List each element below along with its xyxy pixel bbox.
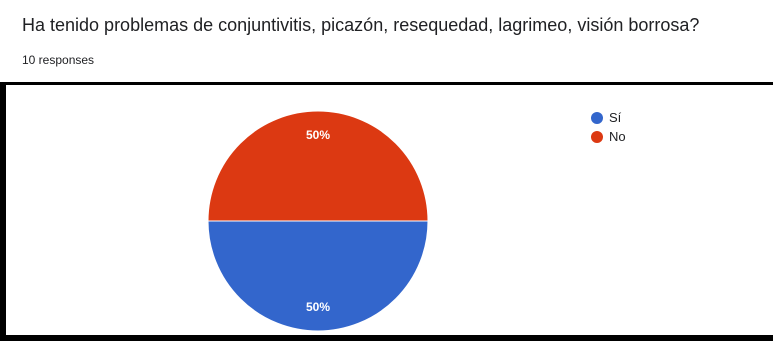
bottom-border bbox=[0, 335, 773, 341]
responses-count: 10 responses bbox=[22, 53, 95, 67]
question-header: Ha tenido problemas de conjuntivitis, pi… bbox=[0, 0, 773, 82]
legend-swatch-si bbox=[591, 111, 603, 124]
legend-swatch-no bbox=[591, 130, 603, 143]
legend-item-si[interactable]: Sí bbox=[591, 108, 626, 127]
chart-legend: Sí No bbox=[591, 108, 626, 146]
pie-label-si: 50% bbox=[306, 300, 330, 314]
pie-slice-si[interactable] bbox=[207, 220, 429, 332]
chart-area-border bbox=[6, 82, 773, 335]
legend-item-no[interactable]: No bbox=[591, 127, 626, 146]
pie-label-no: 50% bbox=[306, 128, 330, 142]
pie-slice-no[interactable] bbox=[207, 110, 429, 222]
question-title: Ha tenido problemas de conjuntivitis, pi… bbox=[22, 15, 700, 35]
legend-label-si: Sí bbox=[609, 110, 622, 125]
legend-label-no: No bbox=[609, 129, 626, 144]
